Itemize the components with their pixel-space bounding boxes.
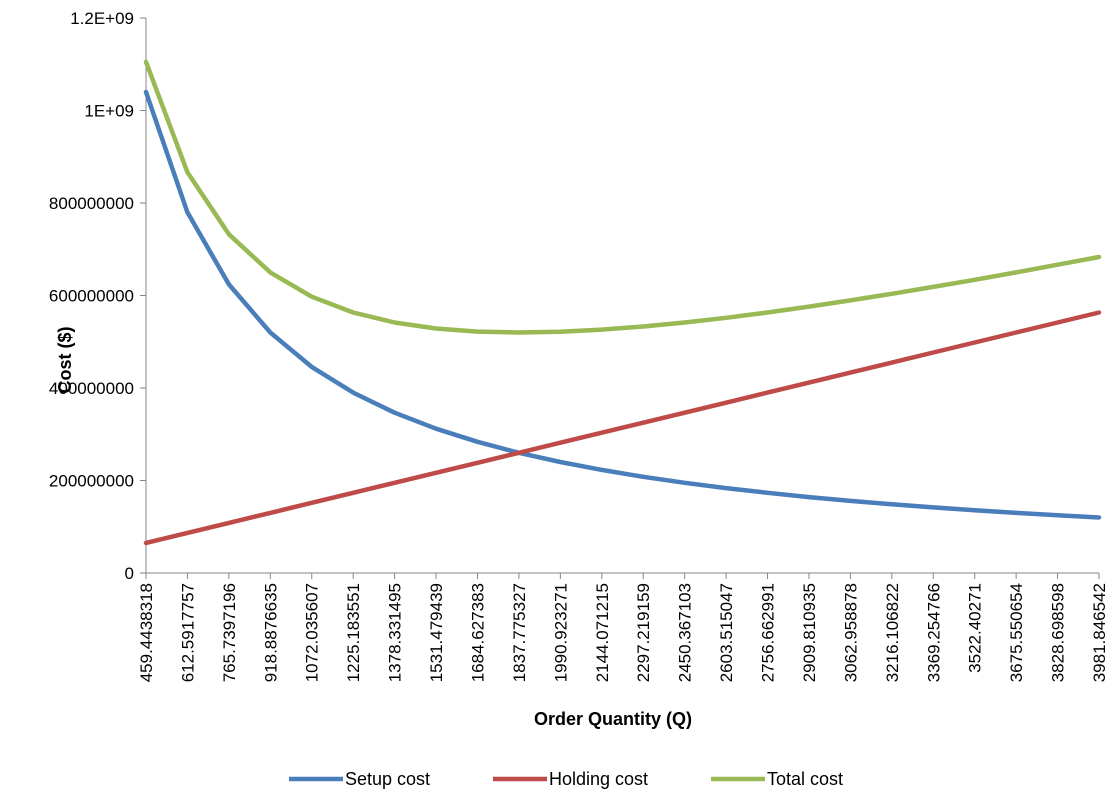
x-tick-label: 459.4438318 — [137, 583, 156, 682]
x-tick-label: 612.5917757 — [178, 583, 197, 682]
x-tick-label: 2603.515047 — [717, 583, 736, 682]
x-tick-label: 1837.775327 — [510, 583, 529, 682]
x-tick-label: 2297.219159 — [634, 583, 653, 682]
x-tick-label: 3522.40271 — [966, 583, 985, 673]
y-axis: 0 200000000 400000000 600000000 800000000 1E+… — [49, 9, 147, 583]
x-tick-label: 2144.071215 — [593, 583, 612, 682]
legend: Setup cost Holding cost Total cost — [289, 769, 843, 789]
y-tick-label: 1.2E+09 — [70, 9, 134, 28]
y-axis-title: Cost ($) — [55, 326, 75, 393]
x-tick-label: 2909.810935 — [800, 583, 819, 682]
x-tick-label: 3062.958878 — [841, 583, 860, 682]
x-tick-label: 3369.254766 — [924, 583, 943, 682]
series-line-total-cost — [143, 59, 1102, 335]
x-tick-label: 3828.698598 — [1049, 583, 1068, 682]
y-tick-label: 400000000 — [49, 379, 134, 398]
x-tick-label: 3981.846542 — [1090, 583, 1109, 682]
x-tick-label: 1378.331495 — [386, 583, 405, 682]
legend-label-holding-cost: Holding cost — [549, 769, 648, 789]
y-tick-label: 600000000 — [49, 287, 134, 306]
x-axis-title: Order Quantity (Q) — [534, 709, 692, 729]
x-tick-label: 1072.035607 — [303, 583, 322, 682]
x-axis: 459.4438318 612.5917757 765.7397196 918.887… — [137, 572, 1109, 682]
x-tick-label: 1531.479439 — [427, 583, 446, 682]
series-layer — [143, 59, 1102, 546]
x-tick-label: 765.7397196 — [220, 583, 239, 682]
x-tick-label: 1684.627383 — [468, 583, 487, 682]
x-tick-label: 1990.923271 — [551, 583, 570, 682]
legend-label-setup-cost: Setup cost — [345, 769, 430, 789]
y-tick-label: 800000000 — [49, 194, 134, 213]
legend-label-total-cost: Total cost — [767, 769, 843, 789]
y-tick-label: 200000000 — [49, 472, 134, 491]
x-tick-label: 3216.106822 — [883, 583, 902, 682]
y-tick-label: 1E+09 — [84, 102, 134, 121]
x-tick-label: 918.8876635 — [261, 583, 280, 682]
series-line-holding-cost — [143, 310, 1102, 546]
x-tick-label: 1225.183551 — [344, 583, 363, 682]
x-tick-label: 2450.367103 — [676, 583, 695, 682]
x-tick-label: 2756.662991 — [759, 583, 778, 682]
x-tick-label: 3675.550654 — [1007, 583, 1026, 682]
series-line-setup-cost — [143, 89, 1102, 520]
y-tick-label: 0 — [125, 564, 134, 583]
